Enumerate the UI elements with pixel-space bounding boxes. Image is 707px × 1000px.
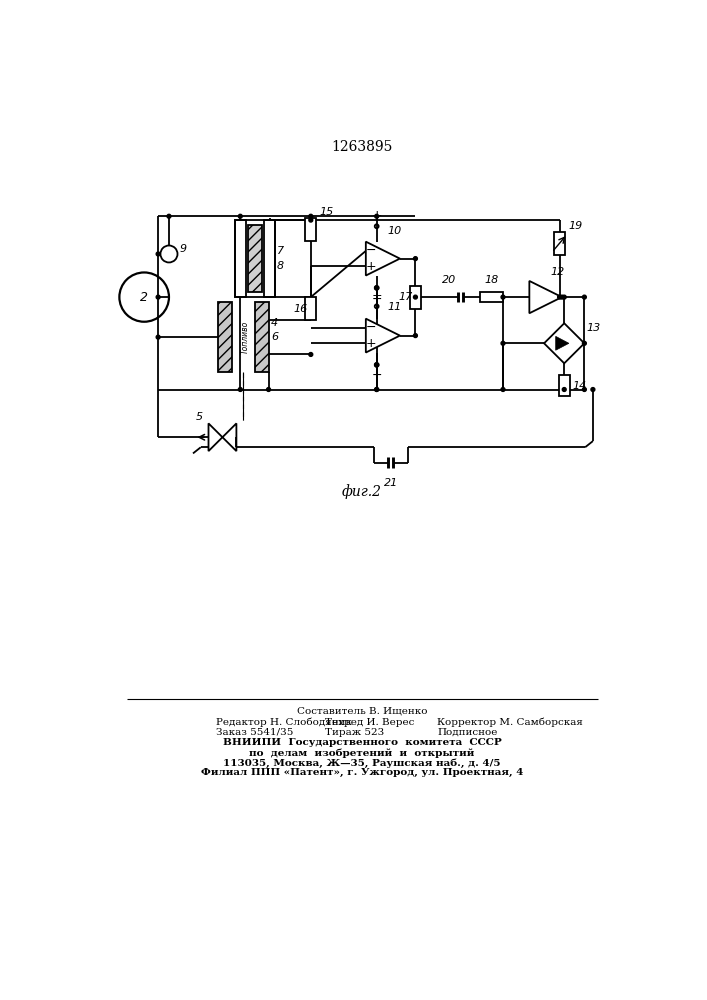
Text: фиг.2: фиг.2 <box>342 484 382 499</box>
Text: Топливо: Топливо <box>240 321 250 354</box>
Text: 4: 4 <box>271 318 278 328</box>
Polygon shape <box>556 336 569 350</box>
Circle shape <box>375 214 379 218</box>
Circle shape <box>414 257 417 261</box>
Polygon shape <box>366 319 400 353</box>
Text: по  делам  изобретений  и  открытий: по делам изобретений и открытий <box>250 748 474 758</box>
Bar <box>305 218 316 241</box>
Text: 19: 19 <box>568 221 583 231</box>
Circle shape <box>591 388 595 391</box>
Circle shape <box>501 341 505 345</box>
Text: 2: 2 <box>140 291 148 304</box>
Text: 1263895: 1263895 <box>332 140 392 154</box>
Bar <box>218 302 232 372</box>
Circle shape <box>562 388 566 391</box>
Text: Составитель В. Ищенко: Составитель В. Ищенко <box>297 707 427 716</box>
Bar <box>264 220 275 297</box>
Circle shape <box>558 295 561 299</box>
Bar <box>235 220 246 297</box>
Circle shape <box>375 388 379 391</box>
Circle shape <box>238 388 243 391</box>
Bar <box>255 302 269 372</box>
Circle shape <box>238 214 243 218</box>
Text: Корректор М. Самборская: Корректор М. Самборская <box>437 717 583 727</box>
Text: −: − <box>371 369 382 382</box>
Circle shape <box>501 295 505 299</box>
Bar <box>305 297 316 320</box>
Text: Техред И. Верес: Техред И. Верес <box>325 718 414 727</box>
Circle shape <box>309 218 312 222</box>
Text: 16: 16 <box>293 304 308 314</box>
Text: −: − <box>371 292 382 305</box>
Text: Филиал ППП «Патент», г. Ужгород, ул. Проектная, 4: Филиал ППП «Патент», г. Ужгород, ул. Про… <box>201 768 523 777</box>
Text: ВНИИПИ  Государственного  комитета  СССР: ВНИИПИ Государственного комитета СССР <box>223 738 501 747</box>
Text: Подписное: Подписное <box>437 728 498 737</box>
Text: 7: 7 <box>276 246 284 256</box>
Bar <box>235 220 275 297</box>
Text: Редактор Н. Слободяник: Редактор Н. Слободяник <box>216 717 352 727</box>
Text: 17: 17 <box>398 292 413 302</box>
Bar <box>554 232 565 255</box>
Circle shape <box>583 295 586 299</box>
Circle shape <box>583 388 586 391</box>
Text: 11: 11 <box>387 302 402 312</box>
Circle shape <box>375 388 379 391</box>
Circle shape <box>583 341 586 345</box>
Text: −: − <box>366 244 375 257</box>
Circle shape <box>309 353 312 356</box>
Circle shape <box>414 334 417 338</box>
Circle shape <box>156 252 160 256</box>
Text: 20: 20 <box>443 275 457 285</box>
Circle shape <box>156 295 160 299</box>
Text: 10: 10 <box>387 226 402 235</box>
Circle shape <box>267 388 271 391</box>
Circle shape <box>375 363 379 367</box>
Text: 5: 5 <box>196 412 203 422</box>
Text: 18: 18 <box>484 275 498 285</box>
Text: 13: 13 <box>587 323 601 333</box>
Text: +: + <box>371 209 382 222</box>
Polygon shape <box>544 323 585 363</box>
Bar <box>410 286 421 309</box>
Circle shape <box>560 295 564 299</box>
Text: 9: 9 <box>180 244 187 254</box>
Bar <box>480 292 503 302</box>
Bar <box>559 375 570 396</box>
Circle shape <box>414 295 417 299</box>
Text: Заказ 5541/35: Заказ 5541/35 <box>216 728 293 737</box>
Text: 8: 8 <box>276 261 284 271</box>
Text: −: − <box>366 321 375 334</box>
Text: 113035, Москва, Ж—35, Раушская наб., д. 4/5: 113035, Москва, Ж—35, Раушская наб., д. … <box>223 758 501 768</box>
Circle shape <box>375 286 379 290</box>
Bar <box>248 225 262 292</box>
Text: +: + <box>365 260 376 273</box>
Polygon shape <box>366 242 400 276</box>
Text: +: + <box>365 337 376 350</box>
Circle shape <box>309 214 312 218</box>
Text: 12: 12 <box>550 267 564 277</box>
Text: 15: 15 <box>320 207 334 217</box>
Text: 21: 21 <box>383 478 398 488</box>
Text: Тираж 523: Тираж 523 <box>325 728 384 737</box>
Circle shape <box>562 295 566 299</box>
Text: 6: 6 <box>271 332 278 342</box>
Circle shape <box>167 214 171 218</box>
Text: 14: 14 <box>573 381 587 391</box>
Polygon shape <box>530 281 562 313</box>
Circle shape <box>156 335 160 339</box>
Text: +: + <box>371 289 382 302</box>
Circle shape <box>501 388 505 391</box>
